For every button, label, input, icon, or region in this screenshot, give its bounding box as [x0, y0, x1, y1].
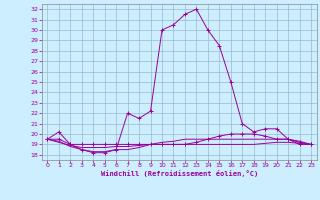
X-axis label: Windchill (Refroidissement éolien,°C): Windchill (Refroidissement éolien,°C): [100, 170, 258, 177]
